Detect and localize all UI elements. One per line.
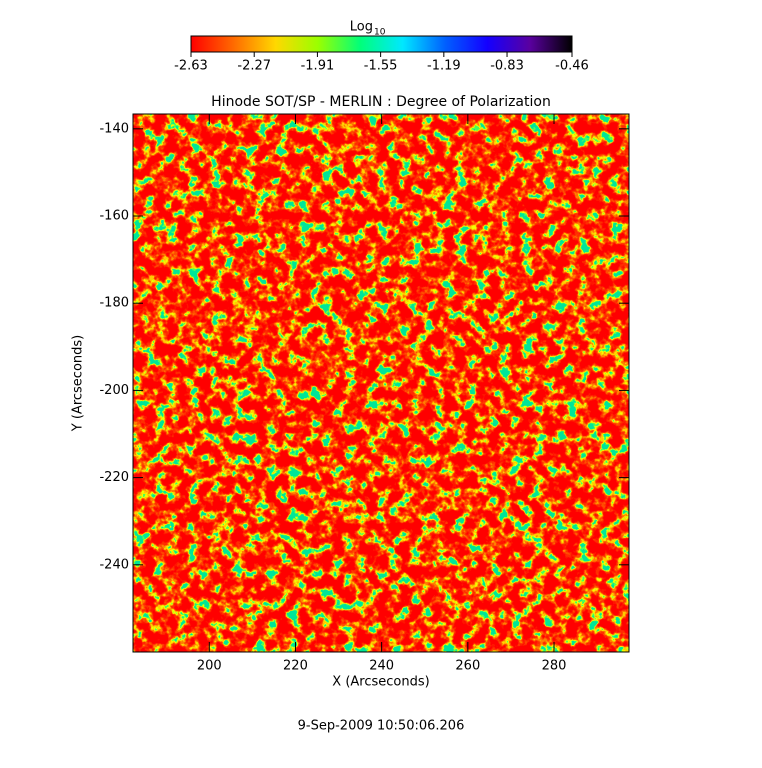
y-axis-label: Y (Arcseconds) <box>71 335 86 432</box>
y-tick-label: -180 <box>99 296 129 311</box>
colorbar-tick-label: -2.63 <box>174 59 208 74</box>
y-tick-label: -240 <box>99 557 129 572</box>
footer-timestamp: 9-Sep-2009 10:50:06.206 <box>298 719 465 734</box>
x-tick-label: 240 <box>369 659 394 674</box>
colorbar-label-subscript: 10 <box>374 28 386 38</box>
y-tick-label: -160 <box>99 209 129 224</box>
plot-frame <box>132 113 630 653</box>
y-tick-label: -220 <box>99 470 129 485</box>
colorbar-tick-label: -1.19 <box>427 59 461 74</box>
colorbar-tick-label: -0.83 <box>490 59 524 74</box>
y-tick-label: -200 <box>99 383 129 398</box>
colorbar-tick-label: -2.27 <box>237 59 271 74</box>
colorbar-tick-label: -0.46 <box>555 59 589 74</box>
colorbar-tick-label: -1.55 <box>364 59 398 74</box>
colorbar <box>190 35 573 53</box>
y-tick-label: -140 <box>99 121 129 136</box>
x-tick-label: 200 <box>197 659 222 674</box>
x-axis-label: X (Arcseconds) <box>332 675 429 690</box>
chart-title: Hinode SOT/SP - MERLIN : Degree of Polar… <box>211 94 551 110</box>
x-tick-label: 260 <box>455 659 480 674</box>
x-tick-label: 280 <box>542 659 567 674</box>
x-tick-label: 220 <box>283 659 308 674</box>
colorbar-tick-label: -1.91 <box>301 59 335 74</box>
colorbar-label: Log <box>350 20 373 35</box>
image-map <box>133 114 629 652</box>
